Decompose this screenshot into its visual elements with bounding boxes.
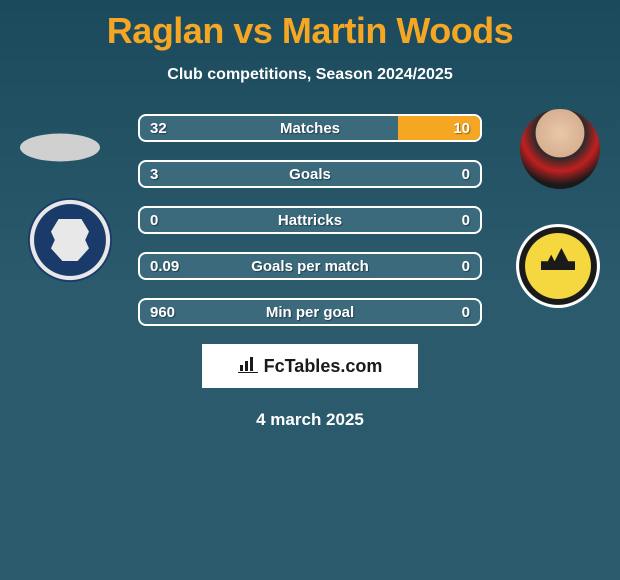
player-left-avatar [20, 134, 100, 162]
date-text: 4 march 2025 [0, 410, 620, 430]
stat-value-left: 0 [150, 212, 158, 229]
stat-row: 3 Goals 0 [138, 160, 482, 188]
stat-label: Matches [280, 120, 340, 137]
stat-bars: 32 Matches 10 3 Goals 0 0 Hattricks 0 0.09 Goals p… [138, 114, 482, 326]
stat-value-left: 32 [150, 120, 167, 137]
chart-icon [238, 355, 258, 378]
stat-value-left: 3 [150, 166, 158, 183]
stat-label: Goals per match [251, 258, 369, 275]
player-right-avatar [520, 109, 600, 189]
comparison-content: 32 Matches 10 3 Goals 0 0 Hattricks 0 0.09 Goals p… [0, 114, 620, 430]
fctables-logo: FcTables.com [202, 344, 418, 388]
logo-text: FcTables.com [264, 356, 383, 377]
stat-label: Min per goal [266, 304, 354, 321]
stat-label: Goals [289, 166, 331, 183]
stat-value-right: 0 [462, 212, 470, 229]
stat-value-right: 10 [453, 120, 470, 137]
page-title: Raglan vs Martin Woods [0, 0, 620, 52]
club-right-badge [516, 224, 600, 308]
stat-value-right: 0 [462, 304, 470, 321]
stat-value-right: 0 [462, 258, 470, 275]
stat-row: 32 Matches 10 [138, 114, 482, 142]
stat-value-left: 960 [150, 304, 175, 321]
club-left-badge [28, 198, 112, 282]
stat-row: 960 Min per goal 0 [138, 298, 482, 326]
stat-row: 0 Hattricks 0 [138, 206, 482, 234]
stat-label: Hattricks [278, 212, 342, 229]
stat-row: 0.09 Goals per match 0 [138, 252, 482, 280]
stat-value-right: 0 [462, 166, 470, 183]
subtitle: Club competitions, Season 2024/2025 [0, 66, 620, 84]
stat-value-left: 0.09 [150, 258, 179, 275]
